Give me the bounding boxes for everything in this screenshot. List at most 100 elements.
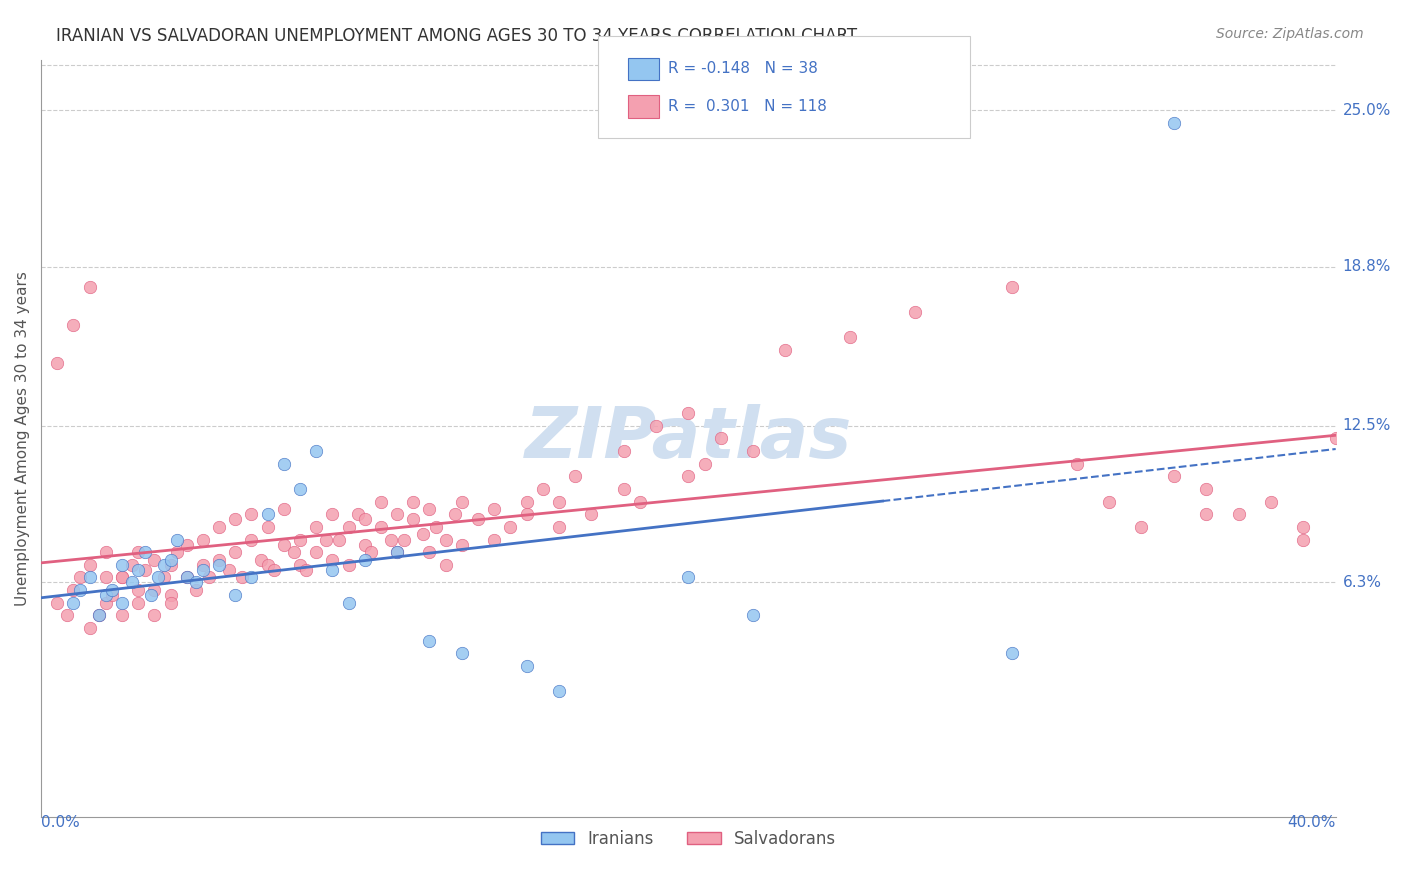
Iranians	[153, 558, 176, 572]
Salvadorans	[159, 588, 181, 602]
Salvadorans	[581, 508, 603, 522]
Iranians	[418, 633, 440, 648]
Salvadorans	[1292, 533, 1315, 547]
Salvadorans	[434, 558, 457, 572]
Text: Source: ZipAtlas.com: Source: ZipAtlas.com	[1216, 27, 1364, 41]
Salvadorans	[208, 552, 231, 566]
Salvadorans	[385, 545, 408, 559]
Salvadorans	[305, 545, 328, 559]
Iranians	[548, 684, 571, 698]
Iranians	[1163, 116, 1185, 130]
Salvadorans	[1195, 508, 1218, 522]
Salvadorans	[1195, 482, 1218, 496]
Iranians	[62, 596, 84, 610]
Salvadorans	[256, 558, 278, 572]
Iranians	[450, 646, 472, 660]
Iranians	[159, 552, 181, 566]
Salvadorans	[134, 563, 156, 577]
Iranians	[134, 545, 156, 559]
Salvadorans	[425, 520, 447, 534]
Salvadorans	[484, 533, 506, 547]
Salvadorans	[79, 621, 101, 635]
Salvadorans	[450, 494, 472, 508]
Salvadorans	[111, 608, 134, 623]
Iranians	[742, 608, 765, 623]
Salvadorans	[224, 545, 246, 559]
Salvadorans	[434, 533, 457, 547]
Salvadorans	[283, 545, 305, 559]
Salvadorans	[710, 432, 733, 446]
Salvadorans	[1098, 494, 1121, 508]
Salvadorans	[444, 508, 467, 522]
Iranians	[111, 558, 134, 572]
Salvadorans	[678, 406, 700, 420]
Iranians	[69, 582, 91, 597]
Salvadorans	[79, 280, 101, 294]
Salvadorans	[418, 545, 440, 559]
Salvadorans	[347, 508, 370, 522]
Salvadorans	[127, 596, 149, 610]
Salvadorans	[904, 305, 927, 319]
Salvadorans	[418, 502, 440, 516]
Salvadorans	[678, 469, 700, 483]
Salvadorans	[370, 494, 392, 508]
Salvadorans	[516, 508, 538, 522]
Salvadorans	[69, 570, 91, 584]
Salvadorans	[166, 545, 188, 559]
Salvadorans	[143, 552, 166, 566]
Salvadorans	[531, 482, 554, 496]
Salvadorans	[645, 418, 668, 433]
Salvadorans	[360, 545, 382, 559]
Salvadorans	[176, 570, 198, 584]
Iranians	[79, 570, 101, 584]
Salvadorans	[143, 582, 166, 597]
Iranians	[337, 596, 360, 610]
Salvadorans	[191, 558, 214, 572]
Iranians	[1001, 646, 1024, 660]
Salvadorans	[1001, 280, 1024, 294]
Iranians	[89, 608, 111, 623]
Salvadorans	[548, 494, 571, 508]
Salvadorans	[328, 533, 350, 547]
Iranians	[321, 563, 343, 577]
Iranians	[305, 444, 328, 458]
Salvadorans	[628, 494, 651, 508]
Salvadorans	[218, 563, 240, 577]
Iranians	[166, 533, 188, 547]
Salvadorans	[127, 582, 149, 597]
Salvadorans	[370, 520, 392, 534]
Iranians	[121, 575, 143, 590]
Iranians	[111, 596, 134, 610]
Iranians	[208, 558, 231, 572]
Salvadorans	[273, 502, 295, 516]
Salvadorans	[231, 570, 253, 584]
Salvadorans	[79, 558, 101, 572]
Salvadorans	[46, 596, 69, 610]
Salvadorans	[224, 512, 246, 526]
Iranians	[240, 570, 263, 584]
Salvadorans	[56, 608, 79, 623]
Salvadorans	[1292, 520, 1315, 534]
Salvadorans	[1260, 494, 1282, 508]
Text: R = -0.148   N = 38: R = -0.148 N = 38	[668, 62, 818, 76]
Salvadorans	[613, 482, 636, 496]
Iranians	[101, 582, 124, 597]
Text: IRANIAN VS SALVADORAN UNEMPLOYMENT AMONG AGES 30 TO 34 YEARS CORRELATION CHART: IRANIAN VS SALVADORAN UNEMPLOYMENT AMONG…	[56, 27, 858, 45]
Salvadorans	[176, 538, 198, 552]
Salvadorans	[295, 563, 318, 577]
Salvadorans	[62, 318, 84, 332]
Salvadorans	[467, 512, 489, 526]
Salvadorans	[159, 596, 181, 610]
Salvadorans	[402, 494, 425, 508]
Salvadorans	[385, 508, 408, 522]
Iranians	[186, 575, 208, 590]
Salvadorans	[412, 527, 434, 541]
Salvadorans	[273, 538, 295, 552]
Salvadorans	[288, 558, 311, 572]
Text: ZIPatlas: ZIPatlas	[524, 404, 852, 473]
Salvadorans	[353, 512, 375, 526]
Iranians	[176, 570, 198, 584]
Iranians	[146, 570, 169, 584]
Iranians	[94, 588, 117, 602]
Salvadorans	[250, 552, 273, 566]
